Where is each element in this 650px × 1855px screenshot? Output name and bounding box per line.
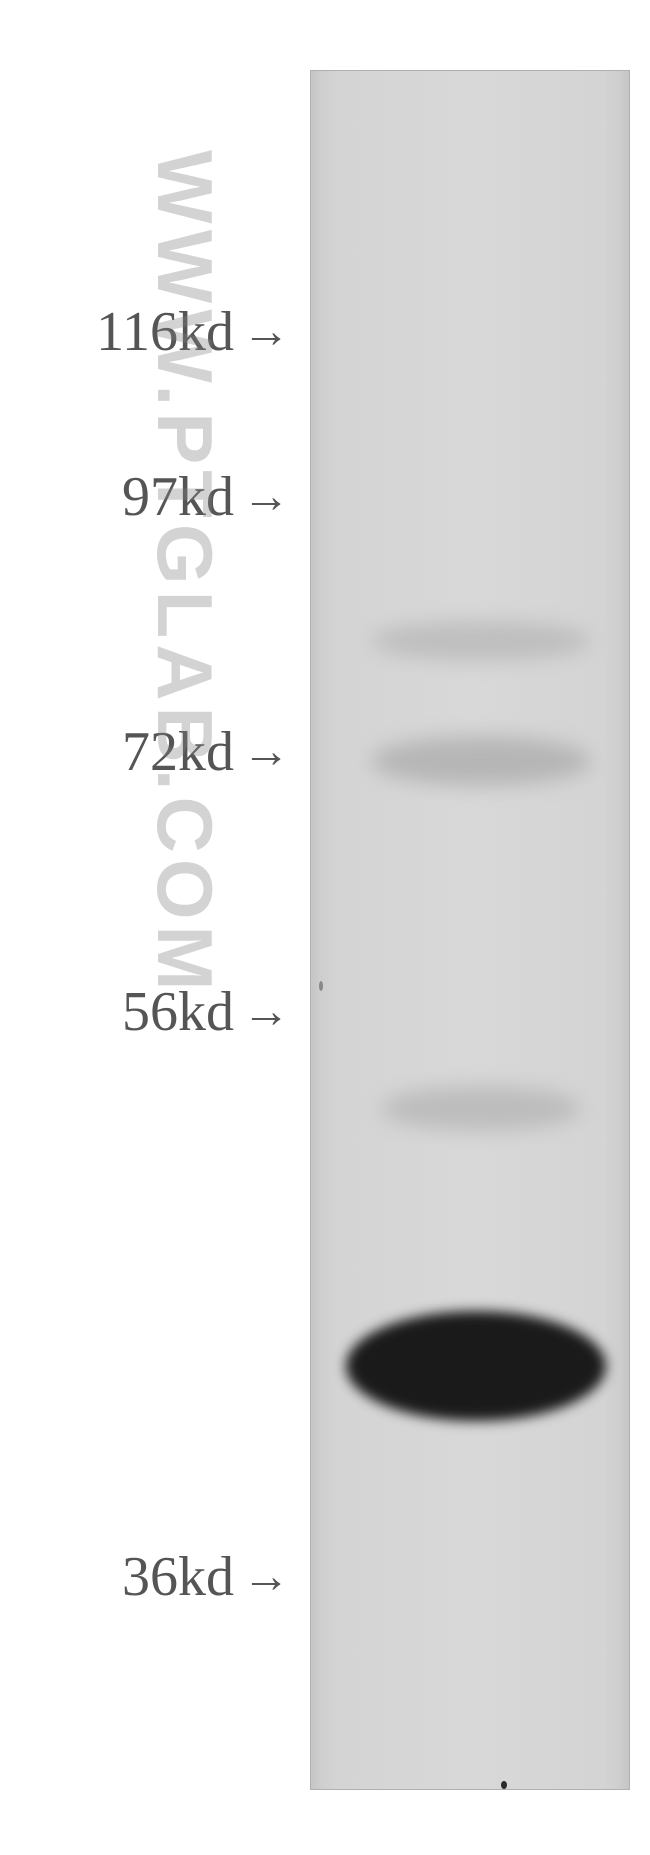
arrow-icon: → <box>242 308 290 356</box>
marker-text: 72kd <box>122 720 234 784</box>
marker-97kd: 97kd → <box>122 465 290 529</box>
band-faint-below-56 <box>381 1086 581 1131</box>
band-faint-upper-72 <box>371 621 591 661</box>
arrow-icon: → <box>242 728 290 776</box>
marker-text: 56kd <box>122 980 234 1044</box>
marker-text: 116kd <box>96 300 234 364</box>
blot-lane <box>310 70 630 1790</box>
marker-36kd: 36kd → <box>122 1545 290 1609</box>
arrow-icon: → <box>242 1553 290 1601</box>
marker-72kd: 72kd → <box>122 720 290 784</box>
band-main-strong <box>346 1311 606 1421</box>
marker-text: 36kd <box>122 1545 234 1609</box>
marker-text: 97kd <box>122 465 234 529</box>
artifact-speck-1 <box>501 1781 507 1789</box>
artifact-speck-2 <box>319 981 323 991</box>
marker-116kd: 116kd → <box>96 300 290 364</box>
arrow-icon: → <box>242 988 290 1036</box>
arrow-icon: → <box>242 473 290 521</box>
marker-56kd: 56kd → <box>122 980 290 1044</box>
watermark-text-top: WWW.PTGLAB.COM <box>139 150 230 997</box>
band-faint-72 <box>371 736 591 786</box>
